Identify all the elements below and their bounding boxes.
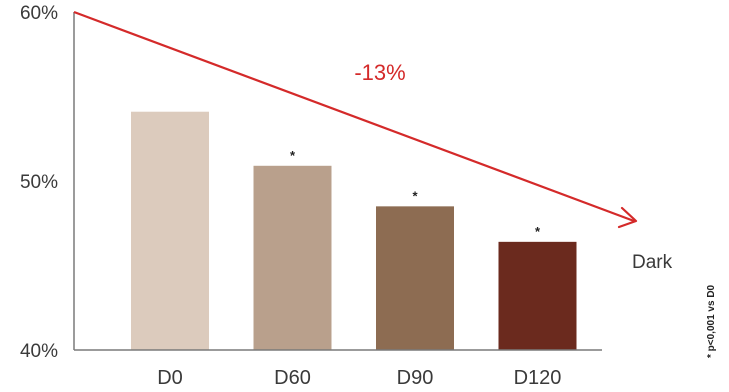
trend-arrow-line <box>73 10 635 223</box>
bar-d0 <box>131 111 209 351</box>
bars-layer <box>131 111 577 351</box>
significance-footnote: * p<0,001 vs D0 <box>706 284 717 358</box>
significance-star-d60: * <box>290 148 296 163</box>
bar-d120 <box>498 241 577 350</box>
y-tick-label: 60% <box>20 3 58 24</box>
y-tick-label: 50% <box>20 172 58 193</box>
x-category-label: D0 <box>157 367 183 389</box>
bar-d90 <box>376 206 454 350</box>
bar-d60 <box>253 165 332 350</box>
trend-arrow <box>73 10 638 229</box>
x-category-label: D90 <box>397 367 434 389</box>
significance-star-d90: * <box>412 188 418 203</box>
x-category-label: D60 <box>274 367 311 389</box>
x-axis-categories: D0 D60 D90 D120 <box>157 367 561 389</box>
significance-star-d120: * <box>535 224 541 239</box>
significance-markers: * * * <box>290 148 541 239</box>
x-category-label: D120 <box>514 367 562 389</box>
y-axis-ticks: 40% 50% 60% <box>20 3 58 362</box>
trend-percent-label: -13% <box>354 60 405 85</box>
trend-arrow-head <box>617 206 638 229</box>
y-tick-label: 40% <box>20 341 58 362</box>
dark-label: Dark <box>632 252 673 273</box>
